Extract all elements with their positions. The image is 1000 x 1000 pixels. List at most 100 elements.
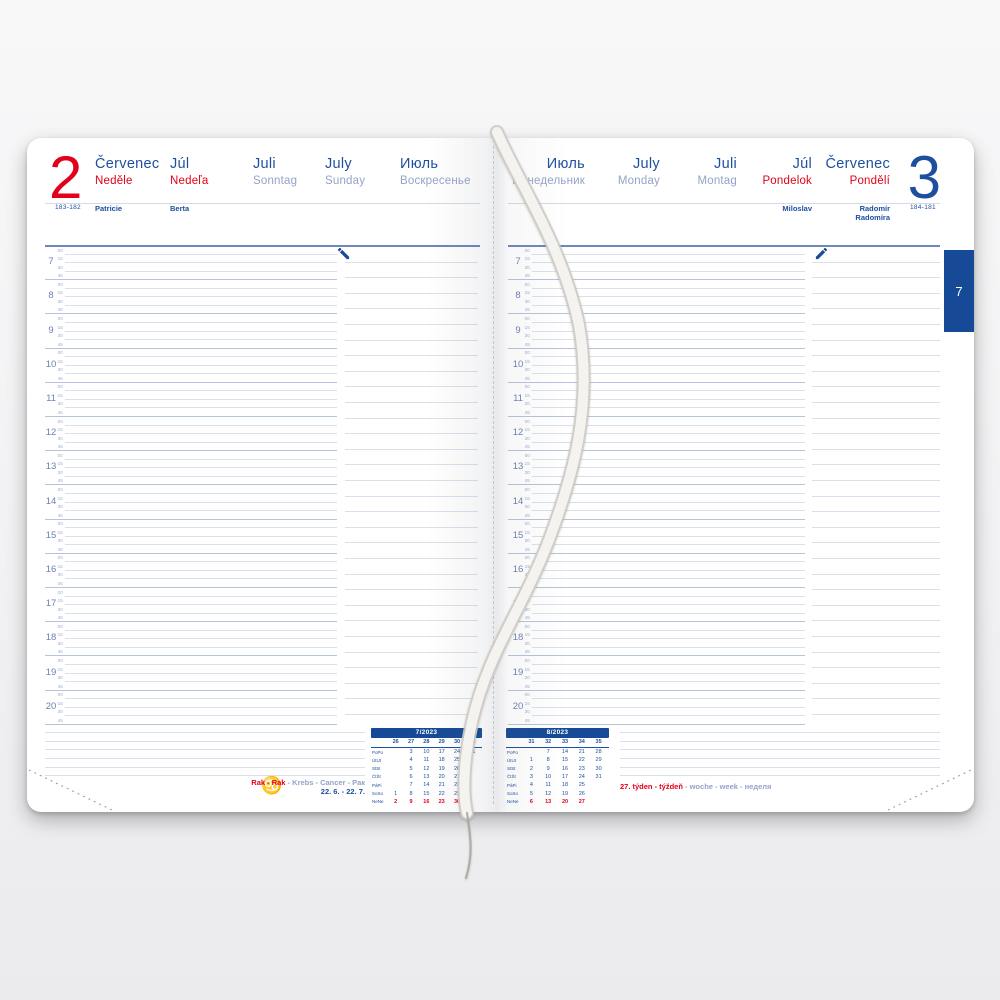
calendar-day-label: PáPi xyxy=(507,782,517,788)
minute-label: 45 xyxy=(524,546,530,552)
minute-label: 30 xyxy=(57,606,63,612)
calendar-day: 2 xyxy=(529,765,533,772)
hour-rule xyxy=(45,689,337,691)
quarter-rule xyxy=(65,629,337,631)
calendar-day-label: StSt xyxy=(507,766,516,772)
notes-rule xyxy=(345,464,478,466)
notes-rule xyxy=(812,526,940,528)
header-column: Июль Воскресенье xyxy=(400,156,471,187)
quarter-rule xyxy=(532,304,805,306)
month-name: Júl xyxy=(792,156,812,172)
pen-icon xyxy=(337,247,350,260)
calendar-day: 4 xyxy=(529,782,533,789)
notes-rule xyxy=(812,261,940,263)
quarter-rule xyxy=(65,441,337,443)
calendar-day: 1 xyxy=(529,757,533,764)
month-name: Juli xyxy=(253,156,276,172)
hour-label: 15 xyxy=(45,529,57,541)
day-number: 3 xyxy=(907,144,941,211)
notes-rule xyxy=(812,589,940,591)
notes-rule xyxy=(345,261,478,263)
calendar-day: 6 xyxy=(529,798,533,805)
notes-rule xyxy=(812,682,940,684)
diary-open-spread: 2 183-182 Červenec Neděle Patricie Júl Nedeľ… xyxy=(27,138,974,812)
quarter-rule xyxy=(532,672,805,674)
day-number: 2 xyxy=(49,144,83,211)
calendar-day: 19 xyxy=(561,790,569,797)
quarter-rule xyxy=(65,364,337,366)
calendar-rule xyxy=(371,747,482,748)
quarter-rule xyxy=(65,398,337,400)
zodiac-names-foreign: - Krebs - Cancer - Рак xyxy=(285,778,365,787)
notes-rule xyxy=(345,448,478,450)
minute-label: 00 xyxy=(57,247,63,253)
minute-label: 15 xyxy=(57,529,63,535)
quarter-rule xyxy=(65,339,337,341)
hour-rule xyxy=(45,450,337,452)
quarter-rule xyxy=(532,339,805,341)
notes-rule xyxy=(812,401,940,403)
minute-label: 30 xyxy=(524,435,530,441)
minute-label: 45 xyxy=(524,307,530,313)
hour-label: 20 xyxy=(45,700,57,712)
notes-rule xyxy=(345,292,478,294)
calendar-day: 26 xyxy=(578,790,585,797)
minute-label: 00 xyxy=(524,692,530,698)
evening-rule xyxy=(620,758,940,759)
notes-rule xyxy=(345,277,478,279)
notes-rule xyxy=(345,417,478,419)
calendar-day: 23 xyxy=(438,798,445,805)
evening-rule xyxy=(620,775,940,777)
quarter-rule xyxy=(65,715,337,717)
quarter-rule xyxy=(532,458,805,460)
quarter-rule xyxy=(65,638,337,640)
notes-rule xyxy=(812,479,940,481)
weekday-name: Neděle xyxy=(95,175,133,187)
calendar-week-number: 28 xyxy=(423,739,430,745)
hour-rule xyxy=(508,279,805,281)
minute-label: 15 xyxy=(524,598,530,604)
quarter-rule xyxy=(532,544,805,546)
calendar-week-number: 27 xyxy=(407,739,415,745)
calendar-day: 25 xyxy=(578,782,585,789)
quarter-rule xyxy=(532,398,805,400)
minute-label: 30 xyxy=(524,469,530,475)
weekday-name: Montag xyxy=(697,175,737,187)
minute-label: 45 xyxy=(57,478,63,484)
pen-icon xyxy=(815,247,828,260)
minute-label: 00 xyxy=(524,589,530,595)
hour-rule xyxy=(508,552,805,554)
calendar-day: 29 xyxy=(453,790,461,797)
hour-rule xyxy=(45,621,337,623)
calendar-day: 13 xyxy=(545,798,552,805)
evening-rule xyxy=(45,732,365,734)
minute-label: 15 xyxy=(524,632,530,638)
quarter-rule xyxy=(65,270,337,272)
minute-label: 15 xyxy=(57,461,63,467)
hour-rule xyxy=(45,552,337,554)
notes-rule xyxy=(812,370,940,372)
notes-rule xyxy=(812,448,940,450)
hour-rule xyxy=(45,313,337,315)
notes-rule xyxy=(345,557,478,559)
weekday-name: Pondelok xyxy=(762,175,812,187)
zodiac-date-range: 22. 6. - 22. 7. xyxy=(320,787,365,796)
notes-rule xyxy=(812,651,940,653)
quarter-rule xyxy=(532,475,805,477)
quarter-rule xyxy=(532,356,805,358)
quarter-rule xyxy=(65,510,337,512)
quarter-rule xyxy=(532,527,805,529)
minute-label: 15 xyxy=(524,461,530,467)
calendar-day: 16 xyxy=(561,765,569,772)
weekday-name: Воскресенье xyxy=(400,175,471,187)
week-label-local: 27. týden - týždeň xyxy=(620,782,683,791)
minute-label: 00 xyxy=(524,247,530,253)
notes-rule xyxy=(812,277,940,279)
evening-rule xyxy=(620,749,940,751)
calendar-day: 27 xyxy=(578,798,585,805)
calendar-day: 3 xyxy=(529,773,533,780)
quarter-rule xyxy=(532,715,805,717)
minute-label: 30 xyxy=(57,401,63,407)
minute-label: 30 xyxy=(524,538,530,544)
minute-label: 15 xyxy=(57,563,63,569)
